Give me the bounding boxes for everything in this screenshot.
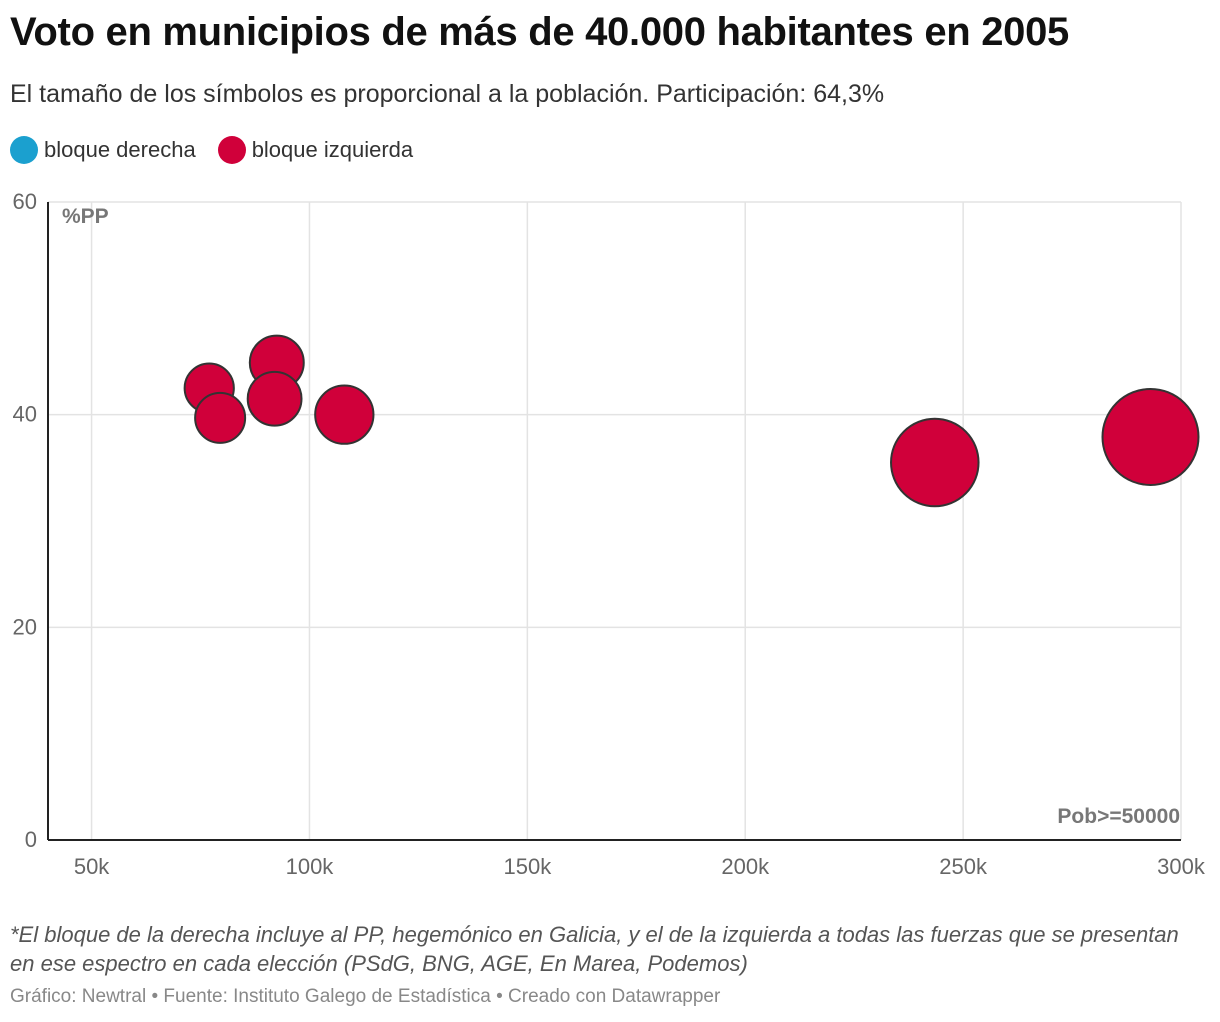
- legend: bloque derecha bloque izquierda: [10, 136, 435, 164]
- chart-title: Voto en municipios de más de 40.000 habi…: [10, 10, 1069, 54]
- x-tick-label: 300k: [1157, 854, 1206, 879]
- legend-label-bloque-izquierda: bloque izquierda: [251, 137, 414, 162]
- x-tick-label: 50k: [74, 854, 110, 879]
- x-axis-ticks: 50k 100k 150k 200k 250k 300k: [74, 854, 1206, 879]
- legend-swatch-bloque-derecha: [10, 136, 38, 164]
- source-credit: Gráfico: Newtral • Fuente: Instituto Gal…: [10, 986, 721, 1007]
- footnote: *El bloque de la derecha incluye al PP, …: [10, 922, 1179, 976]
- data-point-bubble: [890, 417, 980, 508]
- x-tick-label: 100k: [286, 854, 335, 879]
- chart-subtitle: El tamaño de los símbolos es proporciona…: [10, 80, 885, 108]
- data-point-bubble: [314, 384, 375, 445]
- scatter-chart: 50k 100k 150k 200k 250k 300k 0 20 40 60 %PP Pob>…: [13, 189, 1206, 879]
- x-axis-title: Pob>=50000: [1057, 805, 1180, 828]
- y-axis-ticks: 0 20 40 60: [13, 189, 37, 852]
- x-tick-label: 150k: [503, 854, 552, 879]
- grid-lines: [47, 201, 1182, 841]
- y-axis-title: %PP: [62, 205, 109, 228]
- x-tick-label: 200k: [721, 854, 770, 879]
- data-points: [183, 334, 1200, 508]
- data-point-bubble: [194, 391, 247, 444]
- legend-item-bloque-derecha: bloque derecha: [10, 136, 196, 164]
- y-tick-label: 40: [13, 402, 37, 427]
- y-tick-label: 0: [25, 827, 37, 852]
- x-tick-label: 250k: [939, 854, 988, 879]
- legend-item-bloque-izquierda: bloque izquierda: [217, 136, 414, 164]
- data-point-bubble: [1101, 387, 1200, 486]
- y-tick-label: 60: [13, 189, 37, 214]
- data-point-bubble: [246, 370, 303, 427]
- y-tick-label: 20: [13, 614, 37, 639]
- legend-swatch-bloque-izquierda: [217, 136, 246, 164]
- legend-label-bloque-derecha: bloque derecha: [44, 137, 196, 162]
